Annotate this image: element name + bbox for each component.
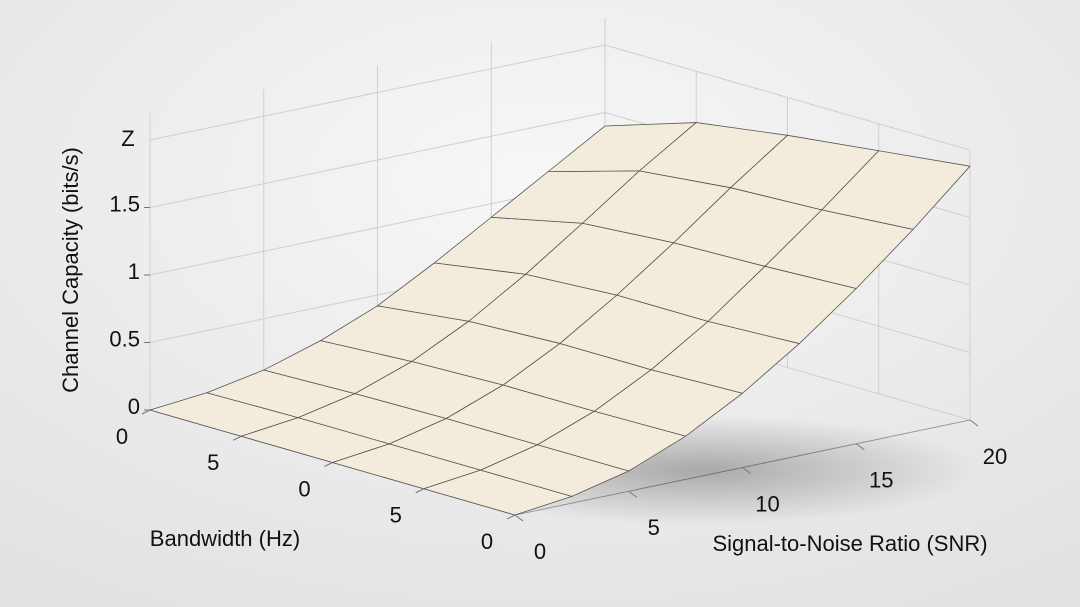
y-tick-label: 0 [481,529,493,554]
y-tick [233,435,242,441]
x-tick-label: 15 [869,468,893,493]
x-tick-label: 10 [755,491,779,516]
z-tick-label: 1 [128,259,140,284]
z-tick-label: 0.5 [109,326,140,351]
labels: 0 0.5 1 1.5 0 5 10 15 20 0 5 0 5 0 [109,191,1007,564]
y-tick [506,514,516,520]
z-tick-label: 1.5 [109,191,140,216]
y-tick [415,488,424,494]
x-tick [742,467,751,474]
y-tick [324,462,333,467]
y-tick [141,409,151,415]
y-tick-label: 5 [390,503,402,528]
y-tick-label: 0 [298,476,310,501]
x-tick-label: 0 [534,539,546,564]
z-tick-label: 0 [128,394,140,419]
y-axis-title: Bandwidth (Hz) [150,526,300,551]
x-tick [514,514,524,522]
y-tick-label: 5 [207,450,219,475]
z-axis-title: Channel Capacity (bits/s) [58,147,83,393]
y-tick-label: 0 [116,424,128,449]
z-axis-name: Z [121,126,134,151]
x-tick-label: 5 [648,515,660,540]
x-axis-title: Signal-to-Noise Ratio (SNR) [712,531,987,556]
x-tick-label: 20 [983,444,1007,469]
surface-cell [821,150,971,230]
x-tick [628,490,638,498]
x-tick [969,419,979,427]
surface [149,122,971,516]
x-tick [855,443,865,451]
